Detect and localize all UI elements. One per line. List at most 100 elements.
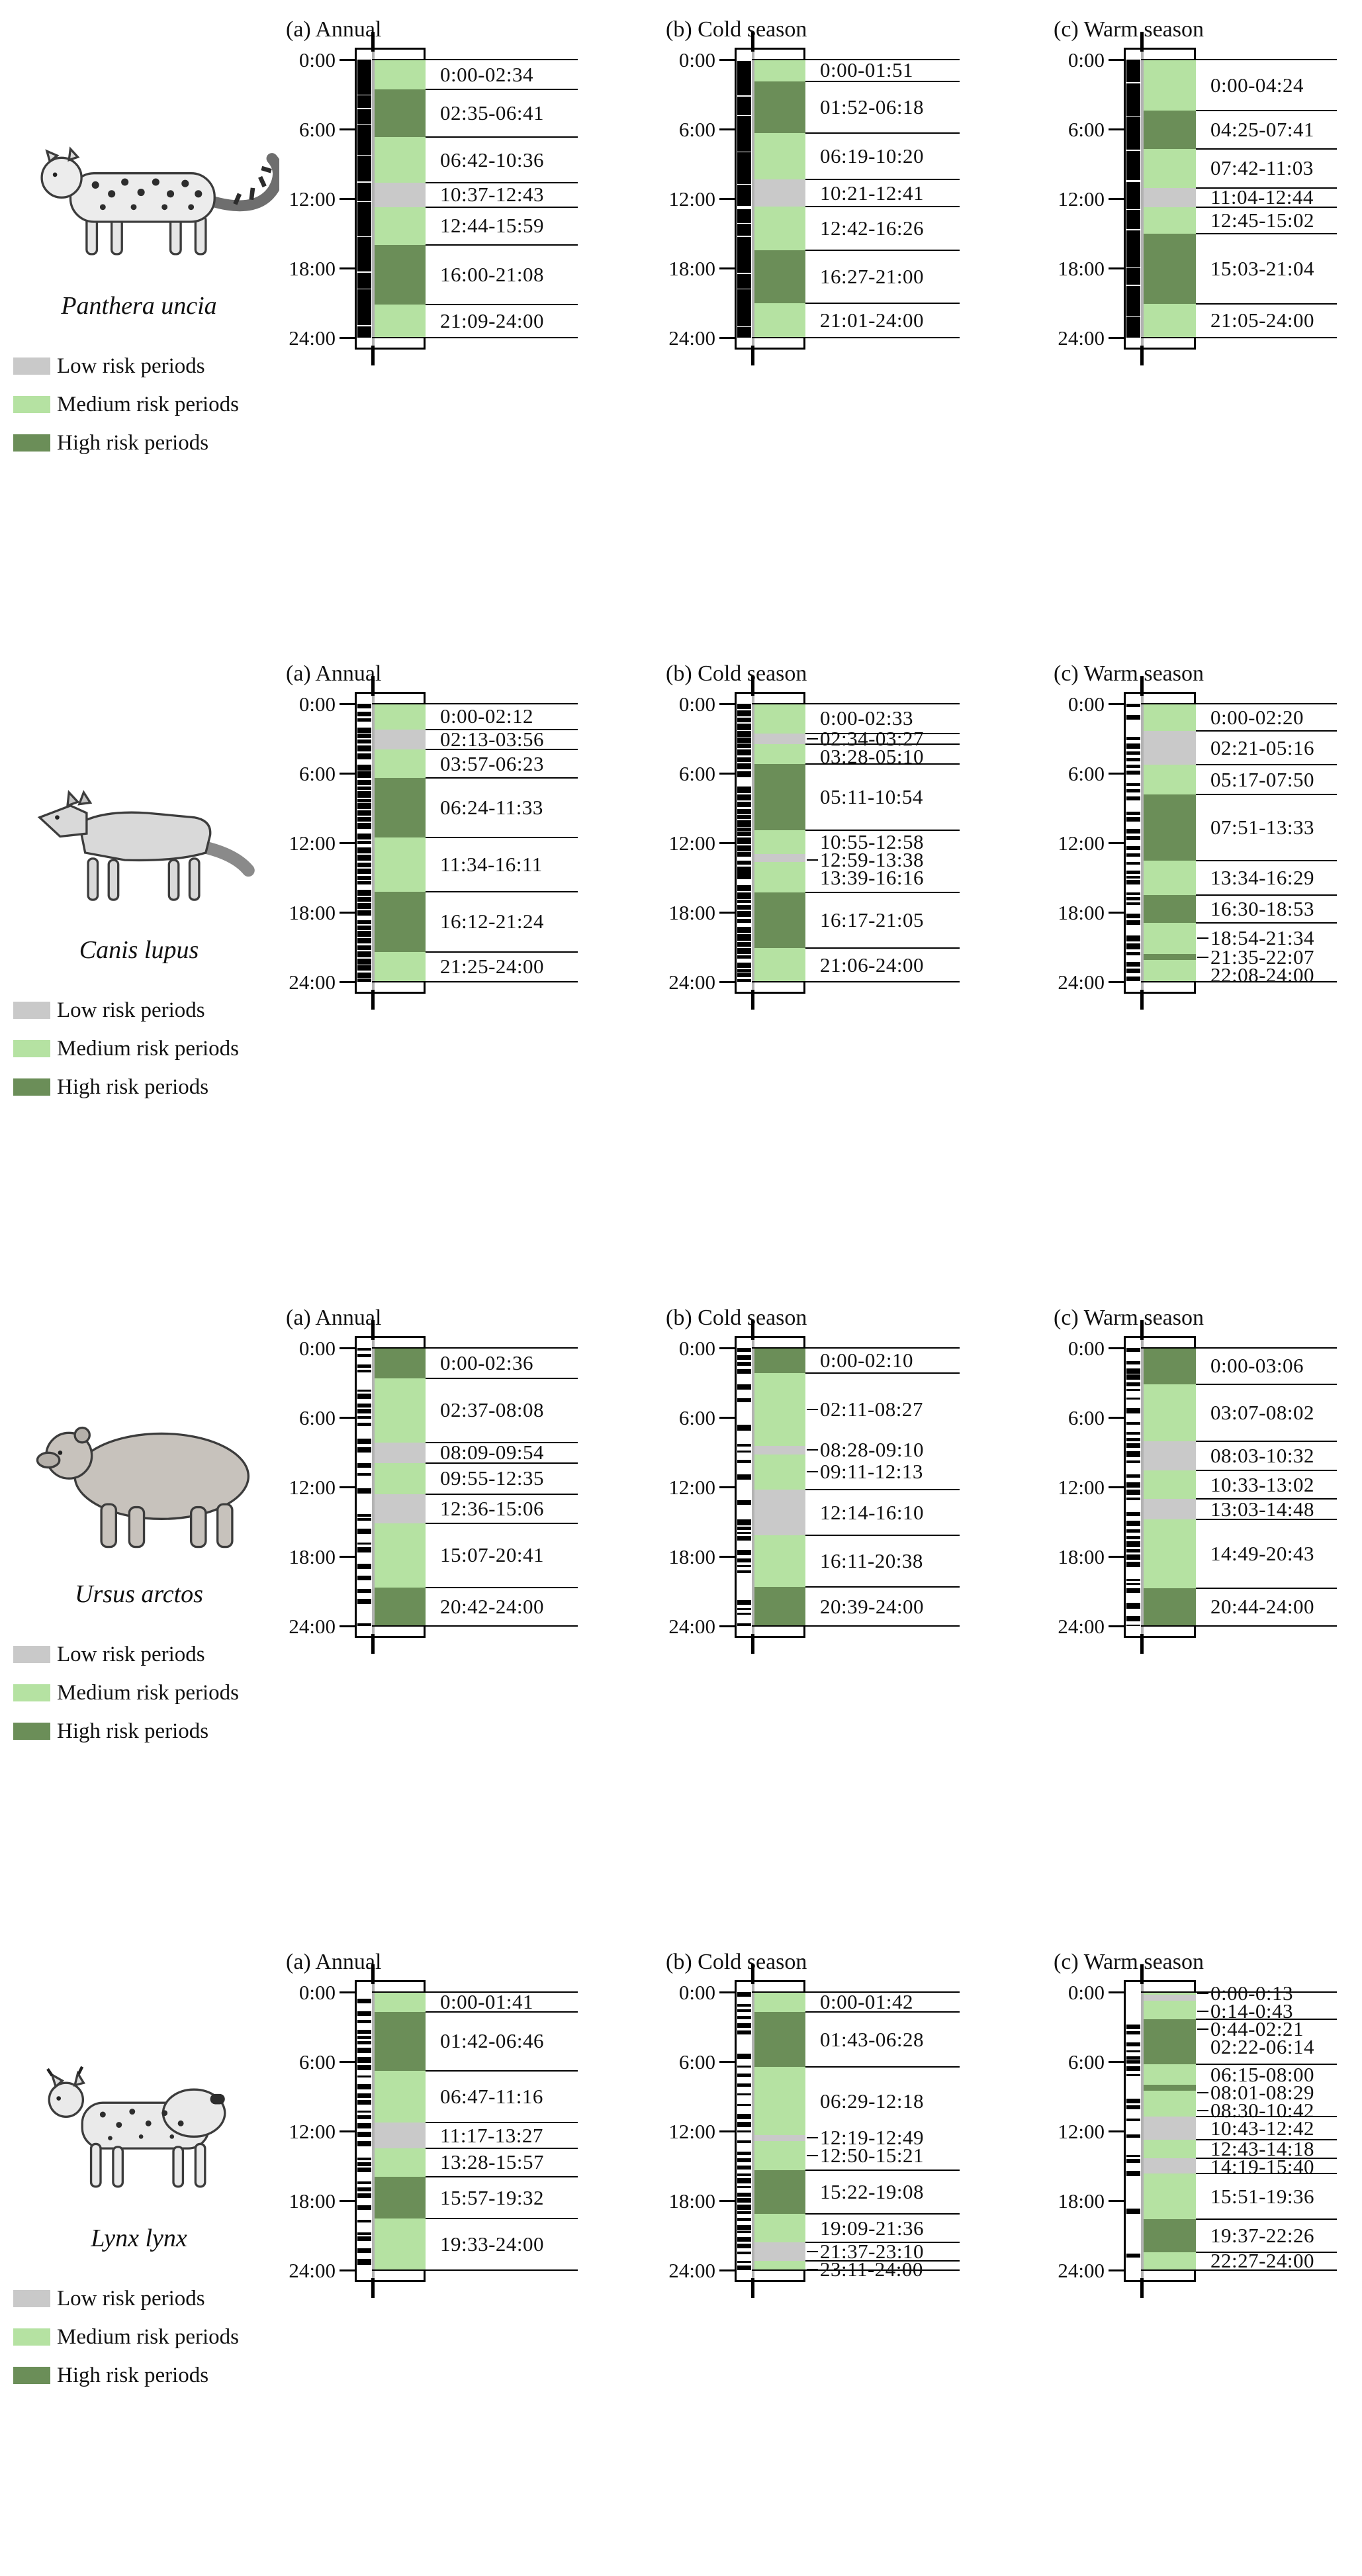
y-axis-tick — [1109, 1625, 1124, 1627]
species-row: Canis lupus Low risk periods Medium risk p… — [0, 644, 1362, 1288]
activity-mark — [1126, 2159, 1140, 2163]
activity-mark — [1126, 1348, 1140, 1352]
risk-segment-medium — [754, 830, 805, 855]
risk-segment-high — [1144, 2019, 1196, 2065]
y-axis-tick — [1109, 2061, 1124, 2063]
segment-time-label: 12:45-15:02 — [1210, 209, 1315, 232]
activity-mark — [1126, 1368, 1140, 1374]
segment-boundary-line — [426, 2148, 578, 2149]
activity-mark — [357, 847, 371, 853]
activity-mark — [357, 1473, 371, 1476]
y-axis-tick — [340, 1417, 355, 1419]
segment-time-label: 16:12-21:24 — [440, 910, 545, 933]
y-axis-tick-label: 12:00 — [289, 832, 336, 855]
activity-mark — [357, 1390, 371, 1392]
y-axis-tick-label: 18:00 — [668, 901, 715, 924]
activity-mark — [737, 2004, 751, 2007]
activity-rug — [1126, 704, 1140, 982]
risk-segment-medium — [1144, 304, 1196, 338]
segment-boundary-line — [805, 1586, 960, 1588]
segment-boundary-line — [426, 2122, 578, 2123]
risk-segment-high — [375, 1348, 426, 1379]
segment-time-label: 11:17-13:27 — [440, 2124, 543, 2147]
activity-mark — [357, 2220, 371, 2222]
segment-time-label: 21:37-23:10 — [820, 2240, 925, 2263]
y-axis-tick — [340, 128, 355, 130]
y-axis-tick — [340, 703, 355, 705]
activity-mark — [1126, 935, 1140, 941]
activity-mark — [737, 2166, 751, 2170]
segment-boundary-line — [805, 81, 960, 82]
y-axis-tick-label: 24:00 — [289, 2259, 336, 2282]
activity-mark — [1126, 977, 1140, 981]
risk-segment-medium — [1144, 1992, 1196, 1995]
y-axis-tick — [719, 773, 735, 775]
segment-time-label: 12:42-16:26 — [820, 216, 925, 240]
legend-item-low: Low risk periods — [13, 1643, 278, 1666]
activity-mark — [357, 926, 371, 930]
y-axis-tick-label: 18:00 — [289, 1545, 336, 1568]
risk-segment-medium — [754, 2067, 805, 2135]
y-axis-tick — [1109, 1991, 1124, 1993]
y-axis-tick-label: 18:00 — [668, 1545, 715, 1568]
risk-segment-medium — [1144, 1470, 1196, 1500]
risk-segment-medium — [754, 2141, 805, 2171]
activity-mark — [357, 60, 371, 95]
segment-time-label: 19:33-24:00 — [440, 2232, 545, 2256]
activity-mark — [737, 724, 751, 730]
legend-item-medium: Medium risk periods — [13, 1682, 278, 1704]
segment-boundary-line — [426, 2011, 578, 2013]
activity-mark — [357, 734, 371, 738]
frame-bottom-tick — [1140, 2278, 1144, 2298]
segment-boundary-line — [1196, 1441, 1337, 1442]
risk-segment-low — [1144, 2117, 1196, 2140]
risk-segment-medium — [1144, 2064, 1196, 2085]
activity-mark — [737, 2140, 751, 2143]
activity-mark — [357, 780, 371, 785]
activity-mark — [357, 718, 371, 722]
activity-mark — [737, 2198, 751, 2203]
segment-boundary-line — [752, 1347, 960, 1349]
y-axis-tick — [719, 912, 735, 914]
activity-mark — [737, 820, 751, 827]
y-axis-tick — [340, 267, 355, 269]
bar-axis-line — [1141, 48, 1144, 350]
y-axis-tick — [1109, 2269, 1124, 2271]
segment-time-label: 15:03-21:04 — [1210, 257, 1315, 280]
activity-mark — [737, 1992, 751, 1997]
segment-time-label: 06:29-12:18 — [820, 2089, 925, 2113]
activity-mark — [357, 2115, 371, 2119]
y-axis-tick — [340, 912, 355, 914]
y-axis-tick — [340, 981, 355, 983]
activity-mark — [737, 828, 751, 832]
frame-bottom-tick — [751, 1634, 754, 1654]
risk-segment-low — [754, 1490, 805, 1536]
risk-segment-medium — [754, 207, 805, 250]
y-axis-tick-label: 0:00 — [678, 1337, 715, 1360]
frame-top-tick — [751, 1320, 754, 1340]
segment-time-label: 15:07-20:41 — [440, 1543, 545, 1566]
segment-boundary-line — [426, 951, 578, 953]
activity-mark — [357, 2065, 371, 2070]
y-axis-tick-label: 12:00 — [668, 2120, 715, 2143]
bar-axis-line — [1141, 692, 1144, 994]
activity-mark — [737, 731, 751, 738]
segment-time-label: 10:43-12:42 — [1210, 2117, 1315, 2140]
activity-mark — [1126, 1482, 1140, 1488]
activity-mark — [1126, 1541, 1140, 1547]
frame-bottom-tick — [751, 2278, 754, 2298]
activity-mark — [737, 771, 751, 777]
legend-swatch-medium — [13, 396, 50, 413]
segment-time-label: 13:39-16:16 — [820, 866, 925, 889]
segment-time-label: 12:50-15:21 — [820, 2144, 925, 2167]
segment-boundary-line — [1196, 2139, 1337, 2140]
segment-time-label: 12:43-14:18 — [1210, 2137, 1315, 2160]
activity-mark — [737, 710, 751, 716]
segment-time-label: 13:34-16:29 — [1210, 866, 1315, 889]
bar-axis-line — [372, 1980, 375, 2282]
activity-mark — [357, 1488, 371, 1494]
segment-time-label: 0:00-03:06 — [1210, 1354, 1304, 1377]
activity-mark — [357, 1416, 371, 1419]
activity-mark — [357, 765, 371, 771]
bar-axis-line — [372, 48, 375, 350]
